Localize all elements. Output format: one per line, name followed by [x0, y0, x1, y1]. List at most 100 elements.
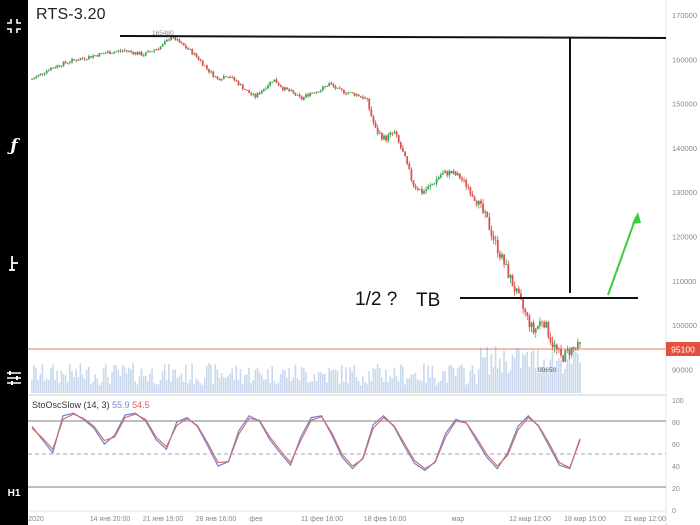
candle-body — [307, 94, 310, 97]
candle-body — [526, 312, 529, 316]
candle-body — [187, 48, 189, 50]
candle-body — [149, 51, 151, 52]
volume-bar — [157, 384, 160, 393]
volume-bar — [222, 377, 225, 393]
volume-bar — [522, 353, 524, 393]
candle-body — [488, 217, 491, 230]
volume-bar — [208, 363, 210, 393]
candle-body — [109, 51, 111, 54]
volume-bar — [31, 379, 33, 393]
candle-body — [486, 211, 489, 218]
volume-bar — [461, 364, 463, 393]
candle-body — [543, 322, 546, 328]
candle-body — [161, 44, 164, 47]
candle-body — [446, 171, 449, 176]
candle-body — [191, 49, 194, 55]
candle-body — [380, 132, 383, 140]
price-tick-label: 150000 — [672, 100, 697, 109]
volume-bar — [433, 377, 436, 393]
candle-body — [530, 322, 533, 328]
drawing-tool-icon[interactable] — [0, 254, 28, 277]
volume-bar — [271, 365, 273, 393]
candle-body — [509, 275, 512, 278]
candle-body — [402, 148, 404, 152]
candle-body — [317, 91, 320, 93]
candle-body — [520, 293, 522, 300]
price-tick-label: 170000 — [672, 11, 697, 20]
candle-body — [505, 264, 508, 265]
volume-bar — [111, 371, 113, 393]
settings-sliders-icon[interactable] — [0, 370, 28, 391]
volume-bar — [338, 383, 341, 393]
candle-body — [480, 200, 482, 204]
candle-body — [319, 90, 322, 93]
candle-body — [170, 37, 173, 41]
volume-bar — [328, 367, 330, 393]
volume-bar — [90, 384, 92, 393]
volume-bar — [96, 378, 99, 393]
annotation-up-arrow[interactable] — [607, 216, 637, 296]
candle-body — [132, 51, 135, 55]
candle-body — [117, 50, 120, 52]
volume-bar — [231, 368, 233, 393]
volume-bar — [159, 379, 162, 393]
candle-body — [39, 73, 42, 75]
time-tick-label: 11 фев 16:00 — [301, 516, 343, 523]
candle-body — [442, 172, 444, 175]
volume-bar — [355, 377, 358, 393]
volume-bar — [505, 361, 507, 393]
timeframe-label[interactable]: H1 — [7, 488, 21, 499]
oscillator-k-value: 55.9 — [112, 400, 130, 410]
volume-bar — [496, 368, 499, 393]
candle-body — [157, 49, 160, 50]
candle-body — [33, 78, 36, 80]
volume-bar — [277, 382, 280, 393]
volume-bar — [452, 367, 455, 393]
candle-body — [273, 79, 276, 82]
candle-body — [469, 187, 472, 195]
volume-bar — [267, 369, 269, 393]
candle-body — [136, 52, 139, 55]
function-icon[interactable]: ƒ — [10, 136, 18, 156]
candle-body — [260, 91, 263, 94]
volume-bar — [553, 367, 556, 393]
volume-bar — [233, 379, 236, 393]
volume-bar — [52, 364, 54, 393]
candle-body — [374, 122, 377, 128]
volume-bar — [174, 369, 177, 393]
volume-bar — [549, 359, 552, 393]
volume-bar — [117, 370, 120, 393]
volume-bar — [227, 375, 229, 393]
candle-body — [125, 50, 128, 52]
candle-body — [69, 62, 71, 64]
candle-body — [43, 73, 46, 75]
candle-body — [286, 87, 288, 90]
volume-bar — [140, 368, 143, 393]
volume-bar — [442, 371, 444, 393]
candle-body — [41, 73, 44, 75]
volume-bar — [368, 370, 370, 393]
volume-bar — [324, 373, 326, 393]
volume-bar — [494, 346, 497, 393]
candle-body — [98, 53, 101, 57]
candle-body — [142, 55, 145, 57]
volume-bar — [102, 368, 105, 393]
candle-body — [482, 203, 484, 213]
oscillator-name: StoOscSlow (14, 3) — [32, 400, 110, 410]
volume-bar — [305, 371, 307, 393]
candle-body — [372, 116, 375, 123]
candle-body — [452, 171, 455, 174]
annotation-high-line[interactable] — [119, 35, 667, 39]
candle-body — [294, 92, 297, 96]
volume-bar — [66, 382, 69, 393]
volume-bar — [568, 347, 571, 393]
volume-bar — [509, 370, 512, 393]
volume-bar — [526, 351, 529, 393]
volume-bar — [463, 368, 465, 393]
candle-body — [397, 135, 400, 143]
volume-bar — [288, 368, 290, 393]
fullscreen-icon[interactable] — [0, 18, 28, 39]
candle-body — [492, 236, 495, 240]
price-tick-label: 120000 — [672, 233, 697, 242]
